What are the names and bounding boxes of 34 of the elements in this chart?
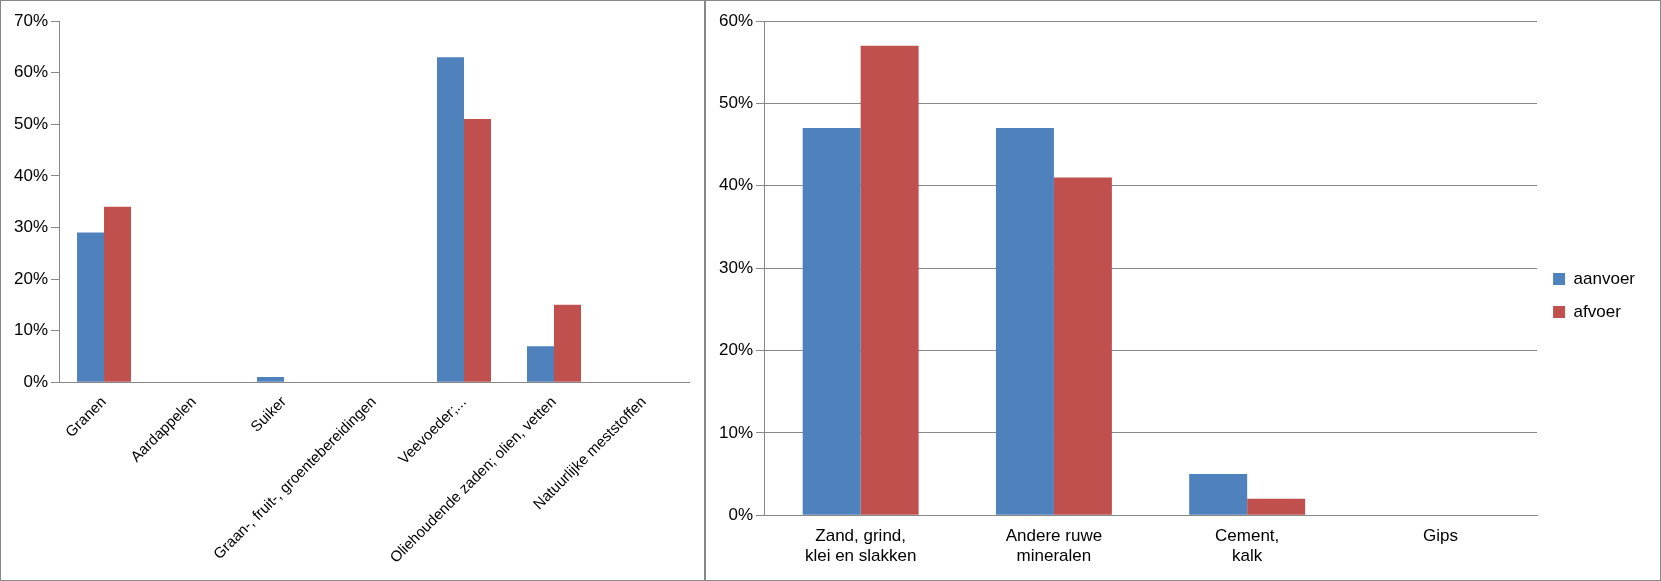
bar <box>464 119 492 382</box>
bar <box>1189 474 1248 515</box>
y-tick-label: 20% <box>718 340 754 360</box>
bar <box>554 304 581 382</box>
y-tick-label: 10% <box>718 422 754 442</box>
bar <box>1247 498 1306 515</box>
legend-label: afvoer <box>1573 301 1622 321</box>
y-tick-label: 20% <box>13 268 49 288</box>
bar <box>802 128 861 515</box>
y-tick-label: 10% <box>13 320 49 340</box>
y-tick-label: 30% <box>718 257 754 277</box>
x-tick-label: Andere ruwe mineralen <box>1005 526 1103 566</box>
y-tick-label: 0% <box>728 504 754 524</box>
y-tick-label: 70% <box>13 10 49 30</box>
bar <box>437 57 465 382</box>
y-tick-label: 30% <box>13 217 49 237</box>
y-tick-label: 50% <box>718 93 754 113</box>
y-tick-label: 50% <box>13 113 49 133</box>
bar <box>860 45 919 515</box>
bar <box>77 232 105 382</box>
bar <box>527 346 555 382</box>
y-tick-label: 60% <box>13 62 49 82</box>
y-tick-label: 40% <box>13 165 49 185</box>
x-tick-label: Cement, kalk <box>1215 526 1280 566</box>
bar <box>104 206 132 382</box>
bar <box>1053 177 1112 515</box>
legend-label: aanvoer <box>1573 268 1636 288</box>
bar <box>257 377 285 382</box>
y-tick-label: 40% <box>718 175 754 195</box>
bar <box>995 128 1054 515</box>
x-tick-label: Gips <box>1422 526 1458 546</box>
x-tick-label: Zand, grind, klei en slakken <box>804 526 917 566</box>
y-tick-label: 0% <box>23 371 49 391</box>
y-tick-label: 60% <box>718 10 754 30</box>
